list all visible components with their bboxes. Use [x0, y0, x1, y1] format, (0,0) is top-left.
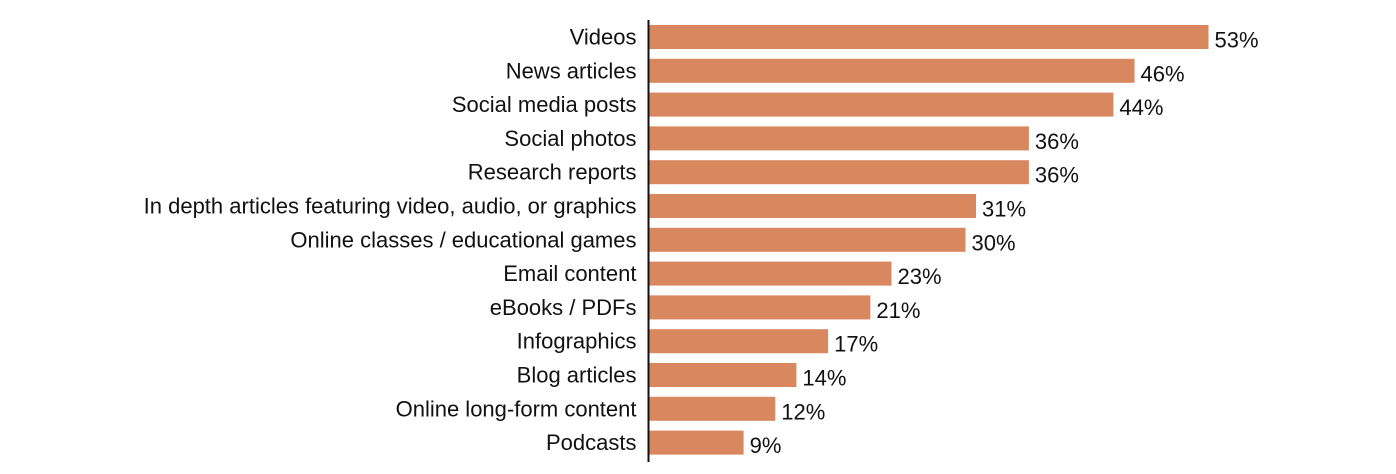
- bar-10: [648, 363, 797, 387]
- category-label-1: News articles: [506, 58, 637, 83]
- value-label-5: 31%: [982, 197, 1026, 222]
- value-label-3: 36%: [1035, 129, 1079, 154]
- bar-6: [648, 227, 966, 252]
- value-label-7: 23%: [898, 264, 942, 289]
- bar-5: [648, 194, 977, 218]
- bar-0: [648, 25, 1209, 49]
- value-label-1: 46%: [1141, 61, 1185, 86]
- category-label-2: Social media posts: [452, 92, 637, 117]
- category-labels-group: Videos News articles Social media posts Soc…: [144, 25, 637, 456]
- value-label-0: 53%: [1215, 28, 1259, 53]
- bar-3: [648, 126, 1029, 151]
- bar-12: [648, 430, 744, 455]
- value-label-6: 30%: [971, 230, 1015, 255]
- bar-9: [648, 329, 829, 354]
- category-label-9: Infographics: [517, 329, 637, 354]
- bar-4: [648, 160, 1029, 185]
- value-label-9: 17%: [834, 332, 878, 357]
- value-label-12: 9%: [750, 433, 782, 458]
- value-label-11: 12%: [781, 399, 825, 424]
- bar-1: [648, 58, 1135, 83]
- category-label-12: Podcasts: [546, 430, 637, 455]
- category-label-7: Email content: [503, 261, 636, 286]
- value-label-8: 21%: [876, 298, 920, 323]
- category-label-4: Research reports: [468, 160, 637, 185]
- category-label-3: Social photos: [504, 126, 636, 151]
- bar-8: [648, 295, 871, 320]
- category-label-11: Online long-form content: [396, 396, 637, 421]
- category-label-0: Videos: [570, 25, 637, 50]
- value-labels-group: 53% 46% 44% 36% 36% 31% 30% 23% 21% 17% 14% 12% 9%: [750, 28, 1259, 459]
- bar-11: [648, 396, 776, 421]
- value-label-10: 14%: [802, 366, 846, 391]
- category-label-5: In depth articles featuring video, audio…: [144, 194, 637, 219]
- bar-7: [648, 261, 892, 286]
- category-label-10: Blog articles: [517, 363, 637, 388]
- bar-2: [648, 92, 1114, 117]
- category-label-8: eBooks / PDFs: [490, 295, 637, 320]
- bars-group: [648, 25, 1209, 455]
- category-label-6: Online classes / educational games: [290, 227, 636, 252]
- value-label-4: 36%: [1035, 163, 1079, 188]
- value-label-2: 44%: [1119, 95, 1163, 120]
